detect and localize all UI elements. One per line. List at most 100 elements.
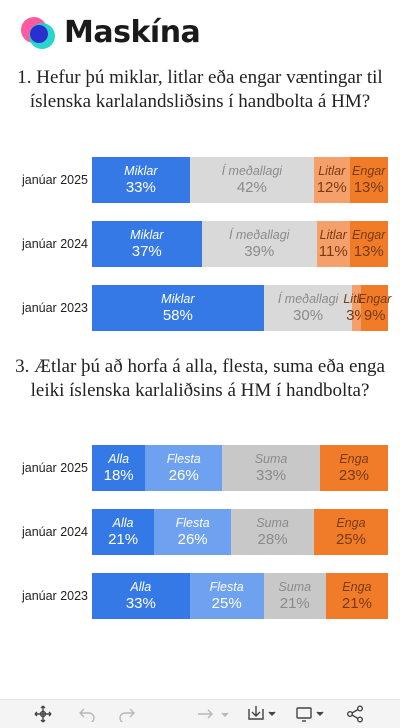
- fullscreen-icon[interactable]: [294, 704, 328, 724]
- segment-value-label: 37%: [131, 242, 162, 260]
- segment-category-label: Litlar: [319, 227, 347, 242]
- chart-toolbar: [0, 699, 400, 728]
- segment-value-label: 21%: [279, 594, 310, 612]
- segment-value-label: 25%: [211, 594, 242, 612]
- segment-category-label: Litlar: [318, 163, 346, 178]
- stacked-bar: Miklar 58% Í meðallagi 30% Litlar 3% Engar 9%: [92, 285, 392, 331]
- bar-segment[interactable]: Í meðallagi 39%: [201, 221, 317, 267]
- segment-category-label: Alla: [130, 579, 152, 594]
- share-icon[interactable]: [344, 704, 366, 724]
- segment-category-label: Enga: [336, 515, 366, 530]
- segment-category-label: Í meðallagi: [221, 163, 283, 178]
- segment-value-label: 21%: [108, 530, 139, 548]
- bar-segment[interactable]: Suma 33%: [222, 445, 320, 491]
- category-label: janúar 2024: [21, 237, 88, 251]
- bar-segment[interactable]: Suma 21%: [263, 573, 326, 619]
- stacked-bar: Miklar 37% Í meðallagi 39% Litlar 11% Engar 13%: [92, 221, 388, 267]
- bar-segment[interactable]: Enga 21%: [325, 573, 388, 619]
- bar-row: janúar 2023 Alla 33% Flesta 25% Suma 21% Enga 21…: [0, 573, 400, 619]
- category-label: janúar 2023: [21, 301, 88, 315]
- stacked-bar: Alla 33% Flesta 25% Suma 21% Enga 21%: [92, 573, 388, 619]
- bar-segment[interactable]: Engar 13%: [349, 157, 388, 203]
- category-label: janúar 2025: [21, 461, 88, 475]
- segment-category-label: Enga: [339, 451, 369, 466]
- category-label: janúar 2023: [21, 589, 88, 603]
- bar-segment[interactable]: Miklar 37%: [92, 221, 202, 267]
- segment-category-label: Miklar: [130, 227, 164, 242]
- brand-name: Maskína: [64, 15, 201, 50]
- question-1-title: 1. Hefur þú miklar, litlar eða engar væn…: [17, 67, 383, 112]
- segment-value-label: 26%: [177, 530, 208, 548]
- segment-value-label: 28%: [257, 530, 288, 548]
- segment-category-label: Alla: [112, 515, 134, 530]
- maskina-logo-mark-icon: [21, 17, 55, 49]
- bar-segment[interactable]: Engar 13%: [349, 221, 388, 267]
- redo-icon[interactable]: [116, 704, 138, 724]
- segment-value-label: 30%: [293, 306, 324, 324]
- segment-value-label: 13%: [353, 242, 384, 260]
- segment-category-label: Suma: [254, 451, 288, 466]
- segment-category-label: Engar: [357, 291, 392, 306]
- undo-icon[interactable]: [76, 704, 98, 724]
- download-icon[interactable]: [246, 704, 280, 724]
- bar-row: janúar 2023 Miklar 58% Í meðallagi 30% Litlar…: [0, 285, 400, 331]
- segment-value-label: 23%: [338, 466, 369, 484]
- segment-value-label: 42%: [236, 178, 267, 196]
- segment-value-label: 21%: [341, 594, 372, 612]
- bar-segment[interactable]: Flesta 26%: [145, 445, 223, 491]
- bar-segment[interactable]: Alla 21%: [92, 509, 155, 555]
- bar-segment[interactable]: Litlar 11%: [316, 221, 350, 267]
- stacked-bar: Alla 18% Flesta 26% Suma 33% Enga 23%: [92, 445, 388, 491]
- bar-segment[interactable]: Engar 9%: [357, 285, 392, 331]
- reset-icon[interactable]: [192, 704, 232, 724]
- segment-category-label: Í meðallagi: [277, 291, 339, 306]
- segment-category-label: Flesta: [166, 451, 201, 466]
- bar-segment[interactable]: Litlar 12%: [313, 157, 350, 203]
- move-icon[interactable]: [32, 704, 54, 724]
- category-label: janúar 2025: [21, 173, 88, 187]
- segment-value-label: 33%: [256, 466, 287, 484]
- category-label: janúar 2024: [21, 525, 88, 539]
- segment-category-label: Miklar: [124, 163, 158, 178]
- segment-value-label: 11%: [318, 242, 348, 260]
- bar-segment[interactable]: Í meðallagi 42%: [189, 157, 314, 203]
- bar-segment[interactable]: Alla 33%: [92, 573, 190, 619]
- bar-row: janúar 2025 Alla 18% Flesta 26% Suma 33% Enga 23…: [0, 445, 400, 491]
- segment-category-label: Í meðallagi: [229, 227, 290, 242]
- segment-value-label: 58%: [162, 306, 193, 324]
- bar-segment[interactable]: Enga 23%: [319, 445, 388, 491]
- segment-category-label: Alla: [108, 451, 130, 466]
- bar-row: janúar 2024 Alla 21% Flesta 26% Suma 28% Enga 25…: [0, 509, 400, 555]
- bar-segment[interactable]: Flesta 25%: [189, 573, 264, 619]
- bar-segment[interactable]: Miklar 33%: [92, 157, 190, 203]
- bar-segment[interactable]: Suma 28%: [231, 509, 314, 555]
- segment-category-label: Flesta: [175, 515, 210, 530]
- bar-segment[interactable]: Alla 18%: [92, 445, 146, 491]
- bar-row: janúar 2024 Miklar 37% Í meðallagi 39% Litlar…: [0, 221, 400, 267]
- bar-row: janúar 2025 Miklar 33% Í meðallagi 42% Litlar…: [0, 157, 400, 203]
- segment-value-label: 12%: [316, 178, 347, 196]
- bar-segment[interactable]: Miklar 58%: [92, 285, 264, 331]
- maskina-logo: Maskína: [20, 14, 220, 54]
- segment-category-label: Enga: [342, 579, 372, 594]
- bar-segment[interactable]: Flesta 26%: [154, 509, 232, 555]
- segment-value-label: 25%: [335, 530, 366, 548]
- stacked-bar: Alla 21% Flesta 26% Suma 28% Enga 25%: [92, 509, 388, 555]
- stacked-bar: Miklar 33% Í meðallagi 42% Litlar 12% Engar 13%: [92, 157, 388, 203]
- segment-category-label: Suma: [256, 515, 289, 530]
- segment-category-label: Suma: [278, 579, 312, 594]
- segment-category-label: Miklar: [161, 291, 195, 306]
- segment-value-label: 39%: [244, 242, 275, 260]
- segment-value-label: 33%: [125, 594, 156, 612]
- segment-category-label: Engar: [352, 227, 386, 242]
- question-3-title: 3. Ætlar þú að horfa á alla, flesta, sum…: [15, 356, 385, 401]
- segment-value-label: 33%: [125, 178, 156, 196]
- segment-value-label: 26%: [168, 466, 199, 484]
- segment-value-label: 18%: [103, 466, 134, 484]
- bar-segment[interactable]: Í meðallagi 30%: [263, 285, 353, 331]
- segment-value-label: 9%: [363, 306, 386, 324]
- bar-segment[interactable]: Enga 25%: [313, 509, 388, 555]
- segment-value-label: 13%: [353, 178, 384, 196]
- segment-category-label: Flesta: [209, 579, 244, 594]
- segment-category-label: Engar: [352, 163, 386, 178]
